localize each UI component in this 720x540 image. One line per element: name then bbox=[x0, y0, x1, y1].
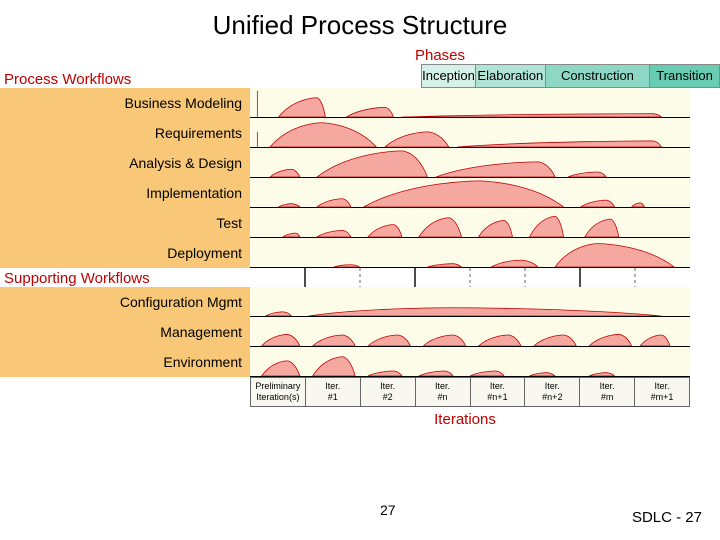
phase-elaboration: Elaboration bbox=[475, 64, 545, 88]
phase-header: InceptionElaborationConstructionTransiti… bbox=[421, 64, 720, 88]
iteration-row: PreliminaryIteration(s)Iter.#1Iter.#2Ite… bbox=[250, 377, 690, 407]
phase-transition: Transition bbox=[649, 64, 720, 88]
workflow-label: Implementation bbox=[0, 178, 250, 208]
iteration-cell: Iter.#1 bbox=[305, 377, 360, 407]
workflow-label: Management bbox=[0, 317, 250, 347]
phase-construction: Construction bbox=[545, 64, 649, 88]
workflow-track bbox=[250, 238, 690, 268]
workflow-track bbox=[250, 347, 690, 377]
iteration-cell: PreliminaryIteration(s) bbox=[250, 377, 305, 407]
workflow-label: Requirements bbox=[0, 118, 250, 148]
phase-inception: Inception bbox=[421, 64, 475, 88]
workflow-track bbox=[250, 287, 690, 317]
footer-text: SDLC - 27 bbox=[632, 509, 702, 526]
workflow-row: Analysis & Design bbox=[0, 148, 720, 178]
workflow-label: Business Modeling bbox=[0, 88, 250, 118]
workflow-label: Analysis & Design bbox=[0, 148, 250, 178]
iteration-cell: Iter.#n bbox=[415, 377, 470, 407]
iterations-heading: Iterations bbox=[210, 411, 720, 428]
phases-heading: Phases bbox=[160, 47, 720, 64]
workflow-label: Configuration Mgmt bbox=[0, 287, 250, 317]
supporting-workflows-label: Supporting Workflows bbox=[0, 268, 720, 287]
workflow-chart: Business ModelingRequirementsAnalysis & … bbox=[0, 88, 720, 377]
workflow-row: Environment bbox=[0, 347, 720, 377]
workflow-track bbox=[250, 317, 690, 347]
page-title: Unified Process Structure bbox=[0, 0, 720, 47]
workflow-row: Deployment bbox=[0, 238, 720, 268]
workflow-row: Implementation bbox=[0, 178, 720, 208]
workflow-track bbox=[250, 148, 690, 178]
workflow-row: Configuration Mgmt bbox=[0, 287, 720, 317]
iteration-cell: Iter.#m+1 bbox=[634, 377, 690, 407]
workflow-row: Management bbox=[0, 317, 720, 347]
workflow-label: Environment bbox=[0, 347, 250, 377]
page-number: 27 bbox=[380, 502, 396, 518]
workflow-track bbox=[250, 88, 690, 118]
iteration-cell: Iter.#m bbox=[579, 377, 634, 407]
workflow-label: Deployment bbox=[0, 238, 250, 268]
workflow-row: Requirements bbox=[0, 118, 720, 148]
iteration-cell: Iter.#n+1 bbox=[470, 377, 525, 407]
workflow-track bbox=[250, 178, 690, 208]
process-workflows-label: Process Workflows bbox=[0, 69, 171, 88]
workflow-track bbox=[250, 208, 690, 238]
workflow-track bbox=[250, 118, 690, 148]
workflow-row: Business Modeling bbox=[0, 88, 720, 118]
workflow-label: Test bbox=[0, 208, 250, 238]
workflow-row: Test bbox=[0, 208, 720, 238]
iteration-cell: Iter.#2 bbox=[360, 377, 415, 407]
iteration-cell: Iter.#n+2 bbox=[524, 377, 579, 407]
